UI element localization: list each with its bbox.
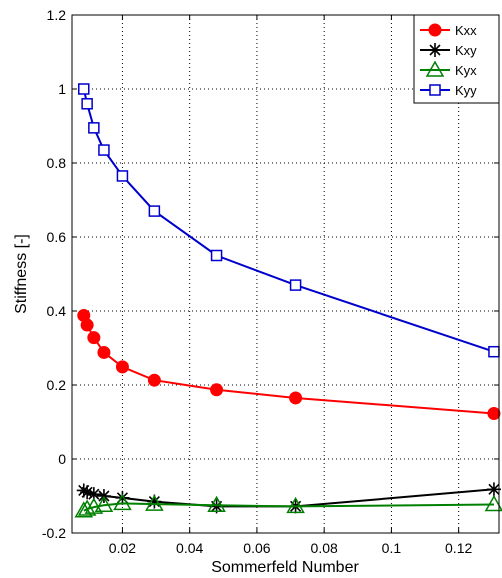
tick-layer: 0.02 0.04 0.06 0.08 0.1 0.12 -0.2 0 0.2 0.4 0.6 0.8… (42, 7, 499, 556)
x-tick-label: 0.06 (243, 540, 270, 556)
legend-marker-kxx (428, 23, 442, 37)
plot-frame (71, 14, 500, 534)
data-point-kxy (486, 482, 501, 497)
x-axis-label: Sommerfeld Number (211, 559, 359, 576)
data-point-kxx (80, 318, 94, 332)
legend-label-kyy: Kyy (455, 83, 477, 98)
legend-label-kxx: Kxx (455, 23, 477, 38)
y-tick-label: 0 (58, 451, 66, 467)
data-point-kxy (76, 483, 91, 498)
data-point-kyy (98, 144, 110, 156)
data-point-kyy (116, 170, 129, 182)
data-point-kyx (84, 497, 104, 514)
legend-marker-kyx (425, 60, 445, 77)
data-point-kyx (113, 493, 132, 511)
data-point-kyx (145, 494, 164, 511)
legend-marker-kxy (428, 43, 442, 57)
x-tick-label: 0.08 (311, 540, 338, 556)
y-tick-label: -0.2 (42, 525, 66, 541)
data-point-kxy (115, 490, 130, 505)
y-tick-label: 0.6 (47, 229, 67, 245)
y-tick-label: 1 (58, 81, 66, 97)
series-kyy (78, 83, 500, 358)
data-point-kyx (286, 496, 305, 514)
y-tick-label: 1.2 (47, 7, 67, 23)
data-point-kyy (210, 249, 223, 262)
data-point-kyy (289, 279, 302, 291)
y-axis-label: Stiffness [-] (13, 234, 30, 314)
x-tick-label: 0.12 (445, 540, 472, 556)
series-line-kyy (82, 88, 495, 353)
data-point-kyy (78, 83, 90, 95)
y-tick-label: 0.8 (47, 155, 67, 171)
series-kxx (77, 308, 501, 420)
data-point-kyy (488, 345, 500, 358)
data-point-kyx (77, 499, 97, 516)
data-point-kxx (210, 383, 224, 397)
series-layer (74, 83, 502, 518)
data-point-kyx (484, 494, 502, 512)
data-point-kxx (289, 391, 303, 405)
legend-marker-kyy (429, 84, 441, 96)
data-point-kxy (80, 485, 95, 500)
x-tick-label: 0.02 (109, 540, 136, 556)
y-tick-label: 0.4 (47, 303, 67, 319)
data-point-kyx (207, 495, 226, 512)
data-point-kxx (487, 406, 501, 420)
data-point-kyy (148, 205, 161, 217)
x-tick-label: 0.1 (382, 540, 402, 556)
legend: Kxx Kxy Kyx Kyy (413, 14, 500, 104)
data-point-kxx (97, 345, 111, 359)
data-point-kyy (88, 122, 100, 134)
data-point-kyx (94, 495, 114, 512)
data-point-kxy (86, 487, 101, 502)
data-point-kxx (147, 373, 161, 387)
data-point-kxy (147, 494, 162, 509)
legend-label-kxy: Kxy (455, 43, 477, 58)
data-point-kxx (115, 360, 129, 374)
data-point-kxy (209, 499, 224, 514)
data-point-kyy (81, 98, 93, 110)
y-tick-label: 0.2 (47, 377, 67, 393)
x-tick-label: 0.04 (176, 540, 203, 556)
legend-label-kyx: Kyx (455, 63, 477, 78)
series-kyx (74, 493, 502, 518)
data-point-kxx (87, 331, 101, 345)
